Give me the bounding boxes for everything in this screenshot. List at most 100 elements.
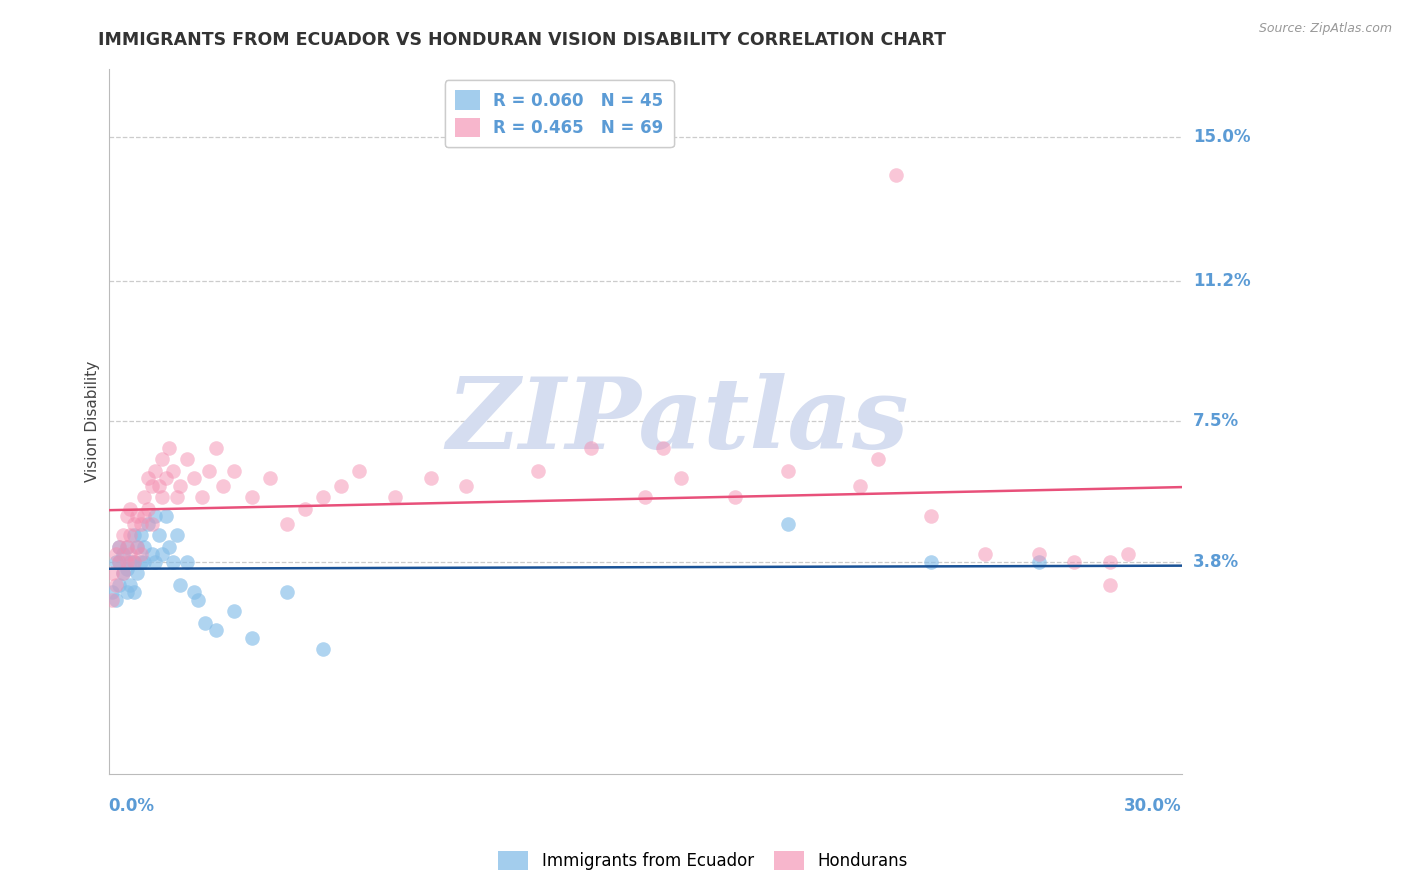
- Point: [122, 528, 145, 542]
- Point: [194, 615, 217, 630]
- Point: [183, 585, 205, 599]
- Point: [190, 491, 212, 505]
- Point: [148, 528, 170, 542]
- Point: [419, 471, 441, 485]
- Point: [120, 528, 142, 542]
- Text: 0.0%: 0.0%: [108, 797, 155, 815]
- Point: [101, 585, 124, 599]
- Point: [884, 168, 907, 182]
- Point: [115, 540, 138, 554]
- Point: [143, 555, 166, 569]
- Point: [134, 540, 156, 554]
- Point: [141, 516, 163, 531]
- Point: [148, 479, 170, 493]
- Text: 11.2%: 11.2%: [1192, 272, 1250, 290]
- Point: [129, 528, 152, 542]
- Point: [197, 464, 219, 478]
- Point: [104, 547, 127, 561]
- Text: Source: ZipAtlas.com: Source: ZipAtlas.com: [1258, 22, 1392, 36]
- Point: [111, 528, 134, 542]
- Point: [104, 577, 127, 591]
- Point: [150, 491, 173, 505]
- Point: [866, 452, 889, 467]
- Point: [122, 555, 145, 569]
- Point: [115, 540, 138, 554]
- Point: [347, 464, 370, 478]
- Point: [176, 452, 198, 467]
- Text: 7.5%: 7.5%: [1192, 412, 1239, 431]
- Point: [1063, 555, 1085, 569]
- Point: [122, 516, 145, 531]
- Point: [134, 555, 156, 569]
- Text: 3.8%: 3.8%: [1192, 553, 1239, 571]
- Point: [115, 509, 138, 524]
- Point: [294, 501, 316, 516]
- Point: [159, 441, 181, 455]
- Point: [108, 540, 131, 554]
- Point: [129, 516, 152, 531]
- Point: [1028, 547, 1050, 561]
- Point: [159, 540, 181, 554]
- Point: [120, 501, 142, 516]
- Point: [111, 566, 134, 581]
- Point: [115, 585, 138, 599]
- Point: [101, 566, 124, 581]
- Point: [312, 642, 335, 657]
- Point: [127, 509, 149, 524]
- Point: [920, 555, 942, 569]
- Point: [456, 479, 478, 493]
- Point: [166, 491, 188, 505]
- Point: [150, 547, 173, 561]
- Point: [276, 585, 298, 599]
- Point: [212, 479, 235, 493]
- Legend: Immigrants from Ecuador, Hondurans: Immigrants from Ecuador, Hondurans: [492, 844, 914, 877]
- Point: [848, 479, 870, 493]
- Point: [108, 555, 131, 569]
- Point: [143, 464, 166, 478]
- Point: [240, 631, 263, 645]
- Point: [974, 547, 997, 561]
- Point: [330, 479, 353, 493]
- Point: [162, 464, 184, 478]
- Point: [187, 592, 209, 607]
- Point: [205, 441, 228, 455]
- Point: [136, 471, 159, 485]
- Point: [122, 555, 145, 569]
- Point: [581, 441, 603, 455]
- Point: [259, 471, 281, 485]
- Point: [169, 479, 191, 493]
- Point: [384, 491, 406, 505]
- Point: [205, 623, 228, 637]
- Point: [127, 540, 149, 554]
- Point: [162, 555, 184, 569]
- Point: [634, 491, 657, 505]
- Point: [108, 555, 131, 569]
- Point: [111, 547, 134, 561]
- Point: [120, 577, 142, 591]
- Point: [176, 555, 198, 569]
- Point: [669, 471, 692, 485]
- Point: [136, 501, 159, 516]
- Point: [129, 547, 152, 561]
- Point: [169, 577, 191, 591]
- Point: [155, 509, 177, 524]
- Y-axis label: Vision Disability: Vision Disability: [86, 361, 100, 482]
- Point: [129, 555, 152, 569]
- Legend: R = 0.060   N = 45, R = 0.465   N = 69: R = 0.060 N = 45, R = 0.465 N = 69: [446, 80, 673, 147]
- Point: [652, 441, 675, 455]
- Point: [101, 592, 124, 607]
- Point: [1028, 555, 1050, 569]
- Point: [240, 491, 263, 505]
- Point: [134, 491, 156, 505]
- Point: [222, 464, 245, 478]
- Point: [127, 540, 149, 554]
- Point: [141, 479, 163, 493]
- Point: [150, 452, 173, 467]
- Point: [141, 547, 163, 561]
- Point: [115, 562, 138, 576]
- Point: [778, 464, 800, 478]
- Text: ZIPatlas: ZIPatlas: [446, 373, 908, 470]
- Point: [276, 516, 298, 531]
- Point: [111, 566, 134, 581]
- Text: 30.0%: 30.0%: [1123, 797, 1181, 815]
